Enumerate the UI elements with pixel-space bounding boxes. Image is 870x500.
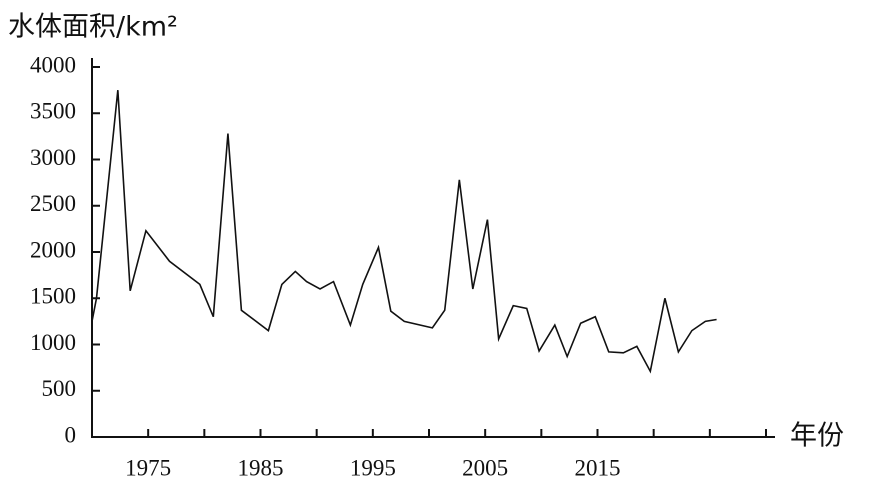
y-tick-label: 3500 xyxy=(30,99,76,124)
y-tick-label: 2000 xyxy=(30,237,76,262)
y-tick-label: 1000 xyxy=(30,330,76,355)
data-line xyxy=(91,90,717,374)
y-tick-label: 2500 xyxy=(30,191,76,216)
y-axis-title: 水体面积/km² xyxy=(8,12,178,43)
y-tick-label: 0 xyxy=(65,422,77,447)
y-tick-label: 1500 xyxy=(30,284,76,309)
y-tick-label: 500 xyxy=(42,376,77,401)
x-tick-label: 2015 xyxy=(575,455,621,480)
x-axis-title: 年份 xyxy=(790,421,844,452)
x-tick-label: 1975 xyxy=(125,455,171,480)
x-tick-label: 1995 xyxy=(350,455,396,480)
x-tick-label: 1985 xyxy=(238,455,284,480)
x-tick-label: 2005 xyxy=(462,455,508,480)
y-tick-label: 3000 xyxy=(30,145,76,170)
y-tick-label: 4000 xyxy=(30,52,76,77)
